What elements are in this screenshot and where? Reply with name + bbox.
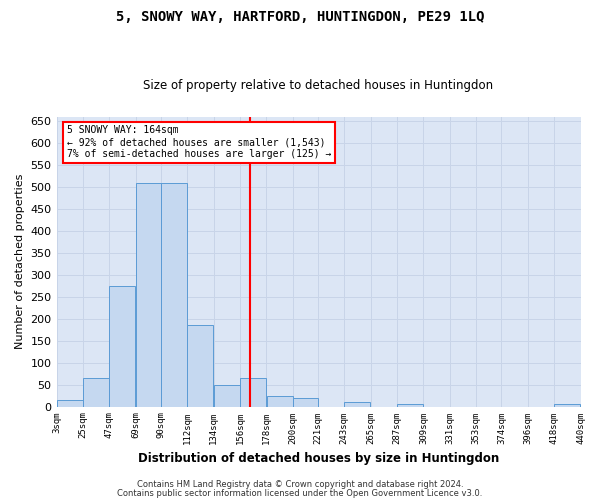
X-axis label: Distribution of detached houses by size in Huntingdon: Distribution of detached houses by size …: [138, 452, 499, 465]
Title: Size of property relative to detached houses in Huntingdon: Size of property relative to detached ho…: [143, 79, 494, 92]
Bar: [57, 400, 83, 406]
Y-axis label: Number of detached properties: Number of detached properties: [15, 174, 25, 350]
Bar: [554, 404, 580, 406]
Bar: [240, 378, 266, 406]
Bar: [397, 404, 423, 406]
Bar: [187, 326, 214, 406]
Bar: [109, 286, 136, 406]
Bar: [136, 182, 161, 406]
Bar: [344, 402, 370, 406]
Text: Contains public sector information licensed under the Open Government Licence v3: Contains public sector information licen…: [118, 488, 482, 498]
Text: 5, SNOWY WAY, HARTFORD, HUNTINGDON, PE29 1LQ: 5, SNOWY WAY, HARTFORD, HUNTINGDON, PE29…: [116, 10, 484, 24]
Text: 5 SNOWY WAY: 164sqm
← 92% of detached houses are smaller (1,543)
7% of semi-deta: 5 SNOWY WAY: 164sqm ← 92% of detached ho…: [67, 126, 331, 158]
Bar: [161, 182, 187, 406]
Text: Contains HM Land Registry data © Crown copyright and database right 2024.: Contains HM Land Registry data © Crown c…: [137, 480, 463, 489]
Bar: [83, 378, 109, 406]
Bar: [214, 384, 240, 406]
Bar: [293, 398, 318, 406]
Bar: [266, 396, 293, 406]
